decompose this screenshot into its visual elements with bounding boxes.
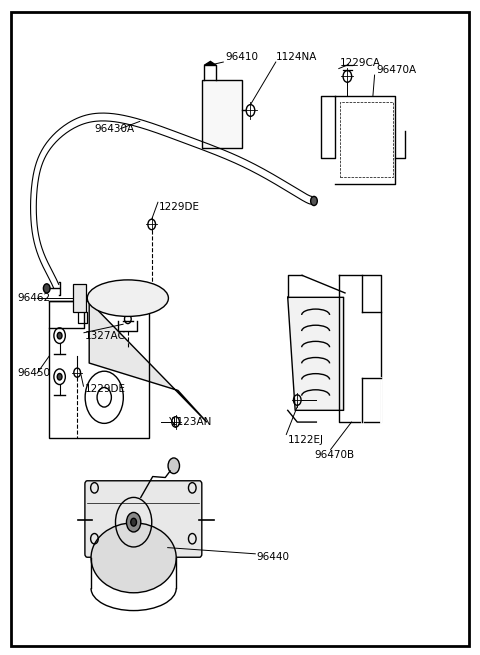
- Circle shape: [311, 196, 317, 206]
- Text: 96470B: 96470B: [314, 450, 354, 460]
- Text: 1229DE: 1229DE: [159, 202, 200, 212]
- Circle shape: [57, 332, 62, 339]
- Text: 96470A: 96470A: [376, 65, 416, 75]
- Text: 96410: 96410: [226, 52, 259, 62]
- Text: 1124NA: 1124NA: [276, 52, 317, 62]
- Text: 96462: 96462: [17, 293, 50, 303]
- Text: 96450: 96450: [17, 368, 50, 378]
- Text: 1229CA: 1229CA: [340, 58, 381, 68]
- Text: 1122EJ: 1122EJ: [288, 435, 324, 445]
- Bar: [73, 284, 86, 312]
- Circle shape: [126, 512, 141, 532]
- Circle shape: [57, 373, 62, 380]
- Ellipse shape: [91, 523, 176, 593]
- Circle shape: [131, 518, 136, 526]
- Bar: [202, 80, 242, 148]
- Circle shape: [43, 284, 50, 293]
- Polygon shape: [89, 301, 206, 422]
- Text: 96430A: 96430A: [95, 124, 134, 134]
- Polygon shape: [288, 297, 344, 410]
- FancyBboxPatch shape: [85, 481, 202, 557]
- Polygon shape: [204, 62, 216, 66]
- Text: 1123AN: 1123AN: [171, 417, 212, 427]
- Ellipse shape: [87, 280, 168, 316]
- Circle shape: [168, 458, 180, 474]
- Bar: [49, 301, 149, 438]
- Text: 96440: 96440: [257, 552, 290, 562]
- Text: 1327AC: 1327AC: [85, 331, 126, 341]
- Text: 1229DE: 1229DE: [85, 384, 126, 394]
